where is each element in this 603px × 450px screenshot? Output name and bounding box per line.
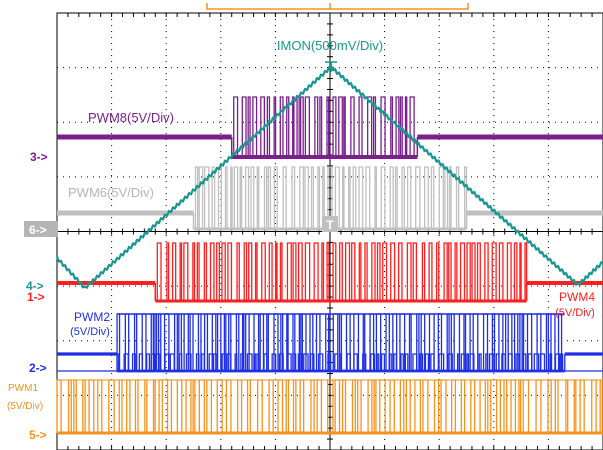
pwm4-marker: 1-> [27, 290, 45, 304]
pwm1-marker: 5-> [29, 428, 47, 442]
trace-pwm4-pulses [156, 242, 528, 301]
trace-labels: IMON(500mV/Div) 4-> PWM8(5V/Div) 3-> PWM… [7, 38, 595, 442]
pwm6-marker: 6-> [29, 223, 47, 237]
trigger-bracket [206, 3, 469, 10]
trace-pwm2 [57, 353, 603, 372]
pwm6-label: PWM6(5V/Div) [68, 185, 154, 200]
pwm2-marker: 2-> [29, 361, 47, 375]
trigger-t-box [322, 216, 338, 232]
pwm8-label: PWM8(5V/Div) [88, 110, 174, 125]
trigger-t-glyph: T [326, 218, 334, 232]
traces: T [55, 61, 603, 435]
pwm4-label: PWM4 [559, 290, 595, 304]
pwm2-label: PWM2 [74, 310, 110, 324]
pwm1-sublabel: (5V/Div) [7, 401, 43, 412]
trace-pwm8-pulses [233, 96, 415, 157]
imon-marker: 4-> [26, 279, 44, 293]
trace-pwm2-pulses [116, 313, 563, 371]
pwm4-sublabel: (5V/Div) [555, 307, 595, 319]
trace-imon-peak-cursor [325, 61, 337, 72]
pwm2-sublabel: (5V/Div) [70, 326, 110, 338]
pwm1-label: PWM1 [8, 383, 38, 394]
imon-label: IMON(500mV/Div) [277, 38, 383, 53]
pwm6-marker-bg [24, 221, 58, 237]
pwm8-marker: 3-> [30, 150, 48, 164]
